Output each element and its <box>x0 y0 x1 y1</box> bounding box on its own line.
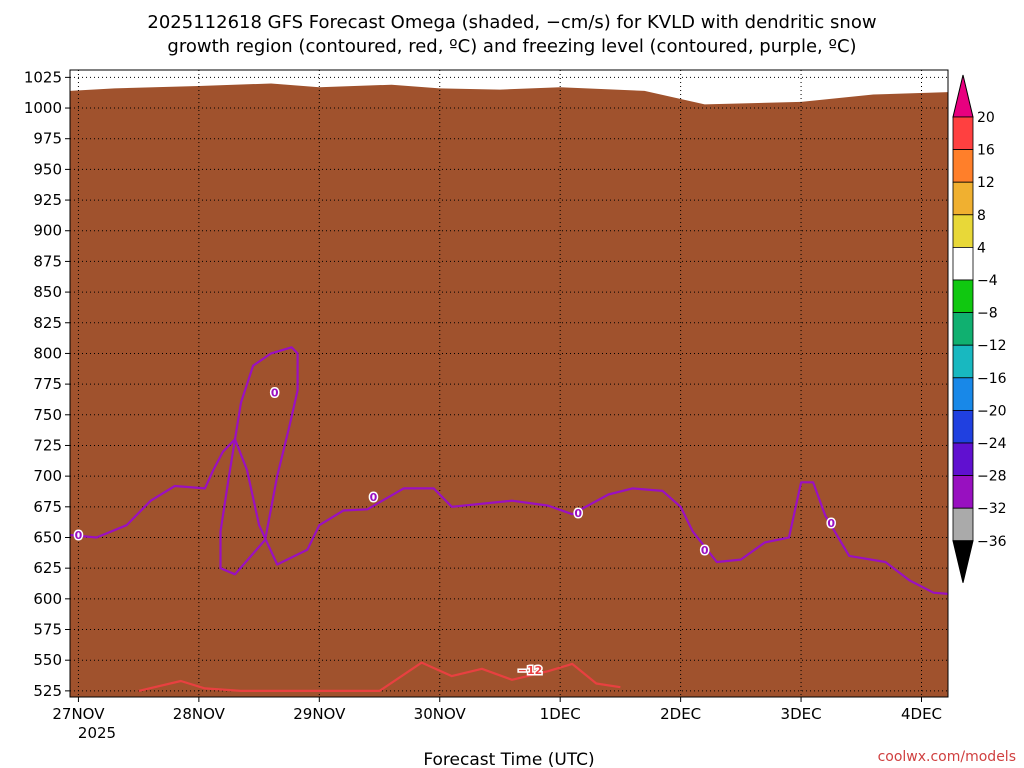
y-tick-label-875: 875 <box>33 252 62 270</box>
colorbar-swatch-5 <box>952 279 974 313</box>
colorbar-label-3: 8 <box>977 208 986 224</box>
y-tick-label-800: 800 <box>33 344 62 362</box>
colorbar-swatch-10 <box>952 442 974 476</box>
y-tick-label-575: 575 <box>33 621 62 639</box>
colorbar-label-13: −36 <box>977 534 1007 550</box>
plot-frame <box>69 69 949 698</box>
y-tick-label-900: 900 <box>33 222 62 240</box>
freezing-level-contour <box>70 438 948 595</box>
freezing-level-loop <box>219 346 299 576</box>
contour-layer: 0 0 0 0 0 0 −12 <box>70 346 948 692</box>
x-tick-label-4DEC: 4DEC <box>901 705 942 723</box>
freezing-label-2: 0 <box>370 491 378 504</box>
y-tick-label-525: 525 <box>33 682 62 700</box>
colorbar-label-5: −4 <box>977 273 998 289</box>
dgz-label-1: −12 <box>518 664 543 677</box>
colorbar-label-8: −16 <box>977 371 1007 387</box>
y-tick-label-975: 975 <box>33 130 62 148</box>
colorbar-label-12: −32 <box>977 501 1007 517</box>
colorbar-swatch-8 <box>952 377 974 411</box>
x-tick-label-2DEC: 2DEC <box>660 705 701 723</box>
colorbar-label-7: −12 <box>977 338 1007 354</box>
y-tick-label-600: 600 <box>33 590 62 608</box>
chart-title-line-1: 2025112618 GFS Forecast Omega (shaded, −… <box>147 12 876 33</box>
x-tick-label-1DEC: 1DEC <box>540 705 581 723</box>
colorbar-label-0: 20 <box>977 110 995 126</box>
x-tick-label-30NOV: 30NOV <box>414 705 467 723</box>
colorbar-swatch-3 <box>952 214 974 248</box>
x-tick-label-29NOV: 29NOV <box>293 705 346 723</box>
colorbar-label-4: 4 <box>977 240 986 256</box>
colorbar-swatch-9 <box>952 409 974 444</box>
y-tick-label-675: 675 <box>33 498 62 516</box>
colorbar-swatch-4 <box>952 246 974 281</box>
y-tick-label-1000: 1000 <box>24 99 62 117</box>
freezing-label-5: 0 <box>827 517 835 530</box>
colorbar-swatch-12 <box>952 507 974 542</box>
y-tick-label-850: 850 <box>33 283 62 301</box>
x-axis-title: Forecast Time (UTC) <box>423 750 594 768</box>
y-tick-label-950: 950 <box>33 160 62 178</box>
dgz-minus12-contour <box>138 661 621 692</box>
freezing-label-1: 0 <box>75 529 83 542</box>
x-tick-label-3DEC: 3DEC <box>781 705 822 723</box>
y-axis: 525 550 575 600 625 650 675 700 725 750 775 800 825 8… <box>24 68 70 700</box>
credit-text: coolwx.com/models <box>878 749 1016 765</box>
y-tick-label-725: 725 <box>33 436 62 454</box>
colorbar: 20 16 12 8 4 −4 −8 −12 −16 −20 −24 −28 −32 −36 <box>952 74 1007 583</box>
x-tick-label-27NOV: 27NOV <box>52 705 105 723</box>
colorbar-swatch-2 <box>952 181 974 216</box>
x-axis: 27NOV 28NOV 29NOV 30NOV 1DEC 2DEC 3DEC 4DEC <box>52 697 942 723</box>
y-tick-label-625: 625 <box>33 559 62 577</box>
colorbar-swatch-1 <box>952 149 974 183</box>
colorbar-top-arrow <box>952 74 974 118</box>
colorbar-label-11: −28 <box>977 469 1007 485</box>
y-tick-label-1025: 1025 <box>24 68 62 86</box>
colorbar-label-2: 12 <box>977 175 995 191</box>
y-tick-label-550: 550 <box>33 651 62 669</box>
terrain-fill <box>70 83 948 697</box>
colorbar-swatch-7 <box>952 344 974 379</box>
y-tick-label-775: 775 <box>33 375 62 393</box>
y-tick-label-650: 650 <box>33 528 62 546</box>
colorbar-label-9: −20 <box>977 403 1007 419</box>
colorbar-swatch-0 <box>952 116 974 150</box>
colorbar-label-1: 16 <box>977 143 995 159</box>
x-year-label: 2025 <box>78 724 116 742</box>
colorbar-bottom-arrow <box>952 540 974 583</box>
x-tick-label-28NOV: 28NOV <box>173 705 226 723</box>
colorbar-label-10: −24 <box>977 436 1007 452</box>
y-tick-label-700: 700 <box>33 467 62 485</box>
grid-layer <box>70 70 948 697</box>
terrain-layer <box>70 83 948 697</box>
colorbar-label-6: −8 <box>977 306 998 322</box>
freezing-label-3: 0 <box>574 507 582 520</box>
y-tick-label-750: 750 <box>33 406 62 424</box>
colorbar-swatch-11 <box>952 475 974 509</box>
freezing-label-6: 0 <box>271 387 279 400</box>
freezing-label-4: 0 <box>701 544 709 557</box>
chart-title-line-2: growth region (contoured, red, ºC) and f… <box>167 36 856 57</box>
y-tick-label-925: 925 <box>33 191 62 209</box>
y-tick-label-825: 825 <box>33 314 62 332</box>
colorbar-swatch-6 <box>952 312 974 346</box>
